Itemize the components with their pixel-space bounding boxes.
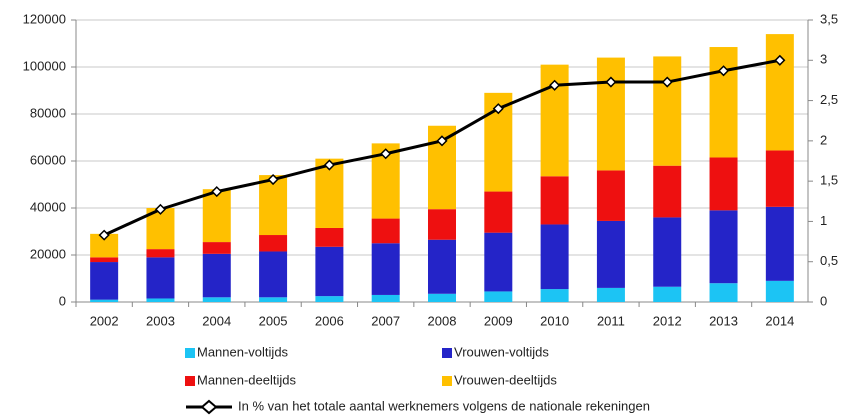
legend-swatch xyxy=(442,376,452,386)
bar-segment xyxy=(765,34,794,151)
bar-segment xyxy=(653,56,682,166)
bar-segment xyxy=(765,206,794,281)
line-marker xyxy=(154,203,167,215)
y-tick-label: 120000 xyxy=(23,11,66,26)
y-tick-label: 100000 xyxy=(23,58,66,73)
bar-segment xyxy=(709,157,738,211)
y2-tick-label: 2 xyxy=(820,132,827,147)
line-marker xyxy=(661,76,673,88)
bar-segment xyxy=(371,218,400,244)
x-tick-label: 2009 xyxy=(484,313,513,328)
bar-segment xyxy=(259,235,288,252)
bar-segment xyxy=(259,251,288,298)
y2-tick-label: 0 xyxy=(820,293,827,308)
x-tick-label: 2014 xyxy=(765,313,794,328)
line-marker xyxy=(774,54,786,66)
bar-segment xyxy=(315,227,344,247)
x-tick-label: 2006 xyxy=(315,313,344,328)
bar-segment xyxy=(540,289,569,302)
bar-segment xyxy=(146,257,175,299)
legend-label: In % van het totale aantal werknemers vo… xyxy=(238,398,650,413)
bar-segment xyxy=(202,189,231,243)
bar-segment xyxy=(202,242,231,254)
bar-segment xyxy=(202,297,231,302)
bar-segment xyxy=(90,233,119,258)
line-marker xyxy=(98,229,110,241)
y-tick-label: 40000 xyxy=(30,199,66,214)
legend-swatch xyxy=(185,348,195,358)
bar-segment xyxy=(315,246,344,297)
x-tick-label: 2012 xyxy=(653,313,682,328)
x-tick-label: 2003 xyxy=(146,313,175,328)
bar-segment xyxy=(428,209,456,240)
bar-segment xyxy=(90,299,119,302)
legend-swatch xyxy=(442,348,452,358)
bar-segment xyxy=(371,294,400,302)
legend-label: Mannen-voltijds xyxy=(197,344,289,359)
bar-segment xyxy=(90,257,119,263)
bar-segment xyxy=(484,232,513,292)
y-tick-label: 80000 xyxy=(30,105,66,120)
bar-segment xyxy=(202,253,231,298)
line-marker xyxy=(267,173,279,186)
line-marker xyxy=(323,159,335,171)
y-tick-label: 0 xyxy=(59,293,66,308)
line-marker xyxy=(380,148,392,160)
legend-label: Mannen-deeltijds xyxy=(197,372,297,387)
line-marker xyxy=(436,135,448,147)
x-tick-label: 2005 xyxy=(259,313,288,328)
bar-segment xyxy=(653,286,682,302)
legend-swatch xyxy=(185,376,195,386)
legend-label: Vrouwen-voltijds xyxy=(454,344,549,359)
line-marker xyxy=(717,65,730,77)
bar-segment xyxy=(428,239,456,294)
x-tick-label: 2013 xyxy=(709,313,738,328)
bar-segment xyxy=(259,297,288,302)
bar-segment xyxy=(596,170,625,221)
y-tick-label: 20000 xyxy=(30,246,66,261)
legend-label: Vrouwen-deeltijds xyxy=(454,372,557,387)
y-tick-label: 60000 xyxy=(30,152,66,167)
bar-segment xyxy=(765,150,794,207)
bar-segment xyxy=(540,176,569,225)
bar-segment xyxy=(709,283,738,302)
line-marker xyxy=(549,79,561,91)
bar-segment xyxy=(596,220,625,288)
bar-segment xyxy=(653,165,682,218)
x-tick-label: 2004 xyxy=(202,313,231,328)
y2-tick-label: 3 xyxy=(820,52,827,67)
x-tick-label: 2011 xyxy=(597,313,625,328)
y2-tick-label: 0,5 xyxy=(820,253,838,268)
bar-segment xyxy=(709,210,738,284)
bar-segment xyxy=(428,293,456,302)
bar-segment xyxy=(653,217,682,287)
x-tick-label: 2007 xyxy=(371,313,400,328)
x-tick-label: 2002 xyxy=(90,313,119,328)
bar-segment xyxy=(315,296,344,302)
y2-tick-label: 1,5 xyxy=(820,173,838,188)
line-marker xyxy=(492,103,504,115)
bar-segment xyxy=(709,47,738,158)
bar-segment xyxy=(540,224,569,290)
bar-segment xyxy=(484,291,513,302)
bar-segment xyxy=(146,249,175,258)
line-marker xyxy=(211,186,223,198)
x-tick-label: 2008 xyxy=(428,313,457,328)
y2-tick-label: 2,5 xyxy=(820,92,838,107)
y2-tick-label: 1 xyxy=(820,213,827,228)
bar-segment xyxy=(765,280,794,302)
bar-segment xyxy=(146,298,175,302)
x-tick-label: 2010 xyxy=(540,313,569,328)
line-marker xyxy=(605,76,617,88)
legend-marker xyxy=(200,399,218,415)
bar-segment xyxy=(596,287,625,302)
y2-tick-label: 3,5 xyxy=(820,11,838,26)
bar-segment xyxy=(484,191,513,233)
bar-segment xyxy=(596,57,625,171)
bar-segment xyxy=(371,243,400,295)
bar-segment xyxy=(90,262,119,300)
